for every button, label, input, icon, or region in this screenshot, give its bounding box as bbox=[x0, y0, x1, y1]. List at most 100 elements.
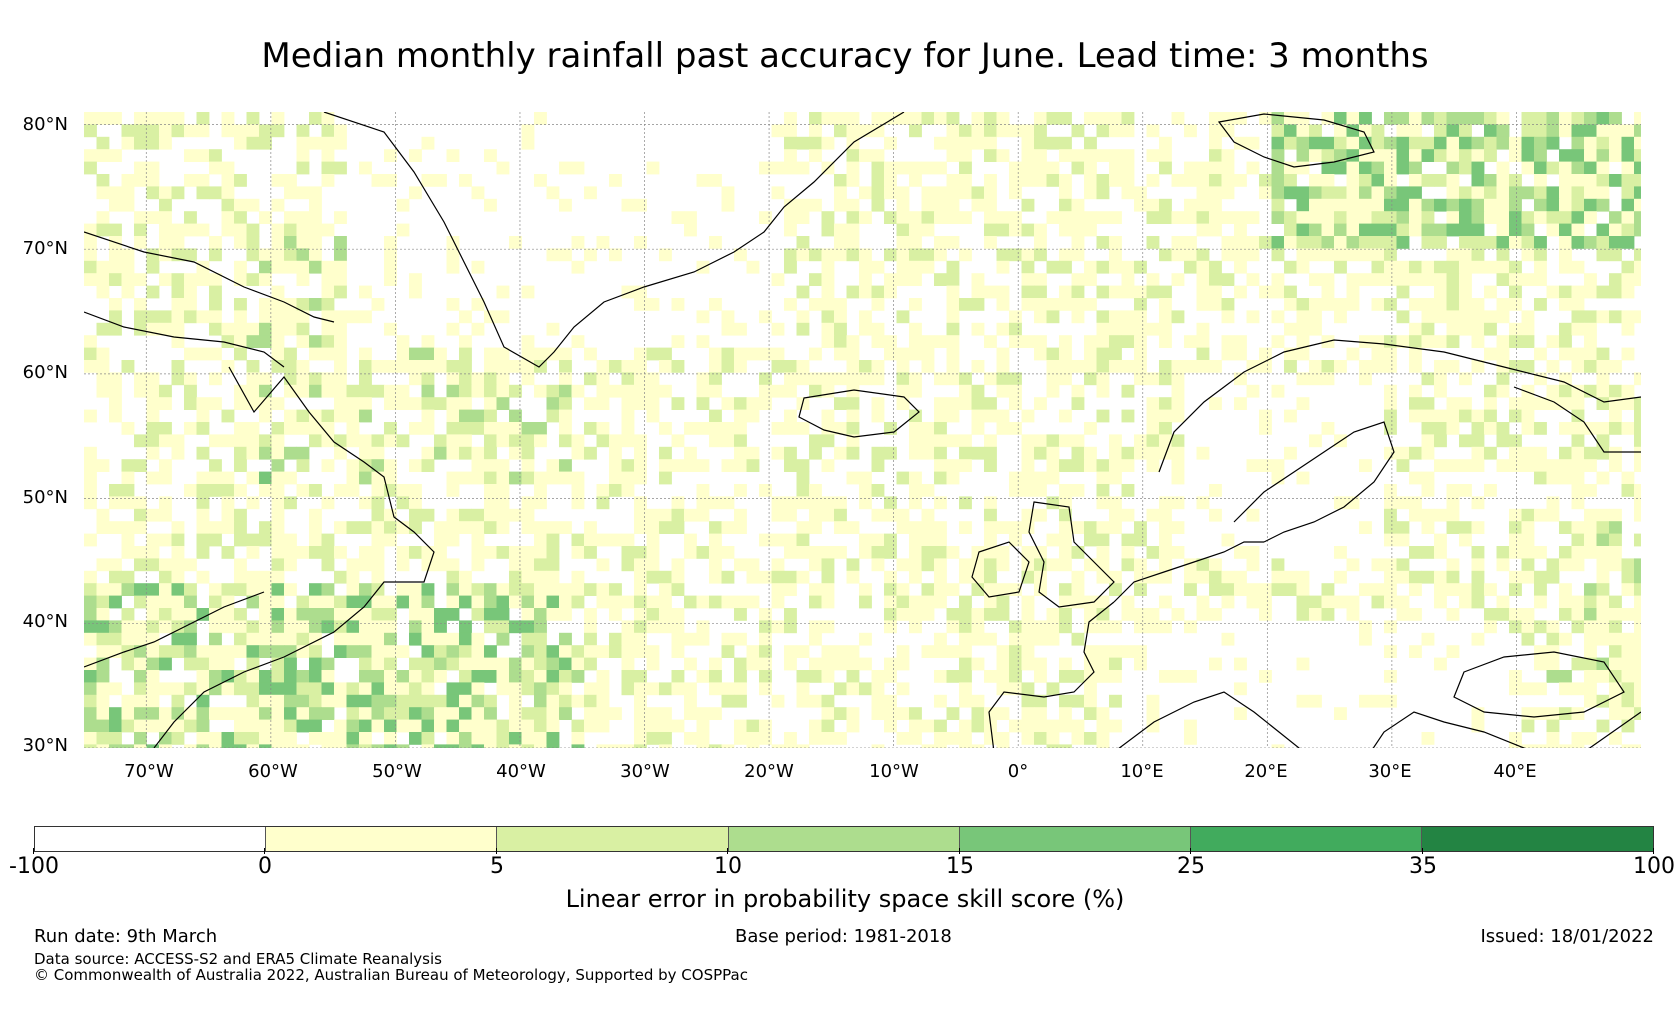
skill-cell bbox=[1334, 161, 1347, 175]
skill-cell bbox=[684, 546, 697, 559]
skill-cell bbox=[409, 707, 422, 720]
skill-cell bbox=[121, 136, 135, 150]
skill-cell bbox=[459, 732, 472, 745]
skill-cell bbox=[871, 546, 885, 559]
skill-cell bbox=[934, 112, 947, 125]
skill-cell bbox=[221, 620, 235, 634]
skill-cell bbox=[659, 608, 672, 621]
skill-cell bbox=[684, 632, 697, 646]
skill-cell bbox=[1309, 248, 1322, 262]
skill-cell bbox=[246, 112, 260, 125]
skill-cell bbox=[934, 446, 947, 460]
skill-cell bbox=[1284, 285, 1297, 299]
skill-cell bbox=[709, 298, 722, 311]
skill-cell bbox=[84, 583, 97, 596]
skill-cell bbox=[1409, 583, 1422, 596]
skill-cell bbox=[1234, 248, 1247, 262]
skill-cell bbox=[1634, 310, 1641, 324]
skill-cell bbox=[509, 446, 522, 460]
skill-cell bbox=[1384, 335, 1397, 348]
lat-label-80n: 80°N bbox=[22, 114, 68, 135]
skill-cell bbox=[1334, 570, 1347, 584]
skill-cell bbox=[1609, 632, 1622, 646]
skill-cell bbox=[459, 620, 472, 634]
skill-cell bbox=[171, 595, 185, 609]
skill-cell bbox=[659, 620, 672, 634]
skill-cell bbox=[571, 434, 585, 448]
skill-cell bbox=[1296, 260, 1310, 274]
skill-cell bbox=[1434, 124, 1447, 138]
skill-cell bbox=[1584, 645, 1597, 658]
skill-cell bbox=[284, 744, 297, 748]
skill-cell bbox=[296, 459, 310, 472]
skill-cell bbox=[571, 645, 585, 658]
skill-cell bbox=[834, 223, 847, 237]
skill-cell bbox=[1196, 223, 1210, 237]
skill-cell bbox=[246, 384, 260, 398]
skill-cell bbox=[859, 484, 872, 497]
skill-cell bbox=[1434, 198, 1447, 212]
skill-cell bbox=[496, 360, 510, 373]
skill-cell bbox=[1396, 521, 1410, 534]
skill-cell bbox=[1246, 558, 1260, 572]
skill-cell bbox=[1221, 595, 1235, 609]
skill-cell bbox=[396, 682, 410, 696]
skill-cell bbox=[634, 236, 647, 249]
skill-cell bbox=[1446, 484, 1460, 497]
skill-cell bbox=[696, 496, 710, 510]
skill-cell bbox=[471, 186, 485, 200]
skill-cell bbox=[934, 583, 947, 596]
skill-cell bbox=[1546, 471, 1560, 485]
skill-cell bbox=[509, 508, 522, 522]
skill-cell bbox=[1084, 360, 1097, 373]
skill-cell bbox=[1346, 347, 1360, 361]
skill-cell bbox=[1096, 484, 1110, 497]
skill-cell bbox=[246, 744, 260, 748]
skill-cell bbox=[1134, 446, 1147, 460]
skill-cell bbox=[1471, 459, 1485, 472]
skill-cell bbox=[1021, 248, 1035, 262]
skill-cell bbox=[209, 521, 222, 534]
skill-cell bbox=[509, 546, 522, 559]
skill-cell bbox=[1471, 310, 1485, 324]
skill-cell bbox=[659, 422, 672, 435]
skill-cell bbox=[1021, 124, 1035, 138]
skill-cell bbox=[971, 608, 985, 621]
skill-cell bbox=[671, 645, 685, 658]
skill-cell bbox=[171, 112, 185, 125]
skill-cell bbox=[759, 384, 772, 398]
skill-cell bbox=[546, 719, 560, 733]
skill-cell bbox=[171, 186, 185, 200]
skill-cell bbox=[271, 583, 285, 596]
skill-cell bbox=[1384, 161, 1397, 175]
skill-cell bbox=[996, 248, 1010, 262]
skill-cell bbox=[909, 546, 922, 559]
skill-cell bbox=[584, 583, 597, 596]
skill-cell bbox=[96, 149, 110, 162]
skill-cell bbox=[134, 310, 147, 324]
skill-cell bbox=[471, 521, 485, 534]
skill-cell bbox=[271, 707, 285, 720]
skill-cell bbox=[1596, 248, 1610, 262]
skill-cell bbox=[1434, 434, 1447, 448]
skill-cell bbox=[1596, 694, 1610, 708]
skill-cell bbox=[496, 632, 510, 646]
skill-cell bbox=[559, 384, 572, 398]
skill-cell bbox=[1071, 248, 1085, 262]
skill-cell bbox=[946, 186, 960, 200]
skill-cell bbox=[759, 211, 772, 224]
skill-cell bbox=[484, 397, 497, 410]
skill-cell bbox=[1609, 236, 1622, 249]
skill-cell bbox=[1421, 112, 1435, 125]
skill-cell bbox=[1221, 533, 1235, 547]
skill-cell bbox=[1471, 409, 1485, 423]
skill-cell bbox=[759, 310, 772, 324]
skill-cell bbox=[609, 632, 622, 646]
skill-cell bbox=[221, 211, 235, 224]
skill-cell bbox=[1059, 198, 1072, 212]
skill-cell bbox=[346, 682, 360, 696]
skill-cell bbox=[871, 161, 885, 175]
skill-cell bbox=[1034, 434, 1047, 448]
skill-cell bbox=[1559, 186, 1572, 200]
skill-cell bbox=[1234, 335, 1247, 348]
